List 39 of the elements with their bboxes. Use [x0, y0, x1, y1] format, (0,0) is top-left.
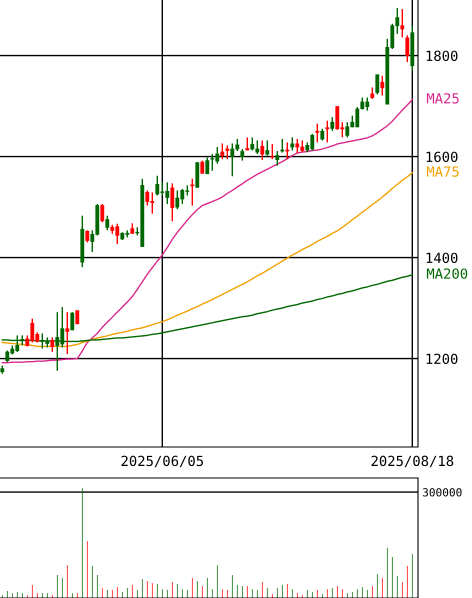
candlestick: [260, 140, 264, 161]
candlestick: [380, 75, 384, 96]
x-tick-label: 2025/08/18: [372, 456, 454, 468]
candlestick: [70, 311, 74, 332]
candlestick: [265, 140, 270, 156]
candlestick: [65, 311, 70, 355]
y-tick-label: 300000: [422, 488, 462, 497]
line-series: [2, 98, 413, 364]
candlestick: [275, 150, 280, 166]
candlestick: [280, 138, 284, 154]
candlestick: [405, 34, 410, 63]
candlestick: [100, 203, 104, 223]
y-tick-label: 1200: [426, 354, 458, 364]
candlestick: [240, 148, 244, 162]
x-tick-label: 2025/06/05: [122, 456, 203, 468]
candlestick: [205, 156, 210, 174]
line-series: [2, 172, 413, 348]
series-label: MA200: [426, 268, 468, 279]
y-tick-label: 1800: [426, 50, 458, 62]
candlestick: [285, 142, 290, 160]
candlestick: [225, 144, 230, 160]
y-tick-label: 1600: [426, 152, 458, 162]
candlestick: [290, 136, 294, 152]
candlestick: [50, 336, 54, 353]
y-tick-label: 1400: [426, 252, 458, 264]
candlestick: [200, 160, 204, 174]
candlestick: [85, 230, 90, 244]
candlestick: [375, 74, 380, 96]
candlestick: [75, 310, 80, 325]
candlestick: [270, 143, 274, 160]
candlestick: [170, 182, 174, 222]
candlestick: [130, 222, 134, 235]
candlestick: [190, 178, 194, 206]
series-label: MA25: [426, 93, 459, 104]
candlestick: [245, 136, 250, 152]
candlestick: [320, 128, 324, 142]
series-label: MA75: [426, 166, 459, 177]
candlestick: [370, 86, 374, 100]
candlestick: [220, 142, 224, 160]
